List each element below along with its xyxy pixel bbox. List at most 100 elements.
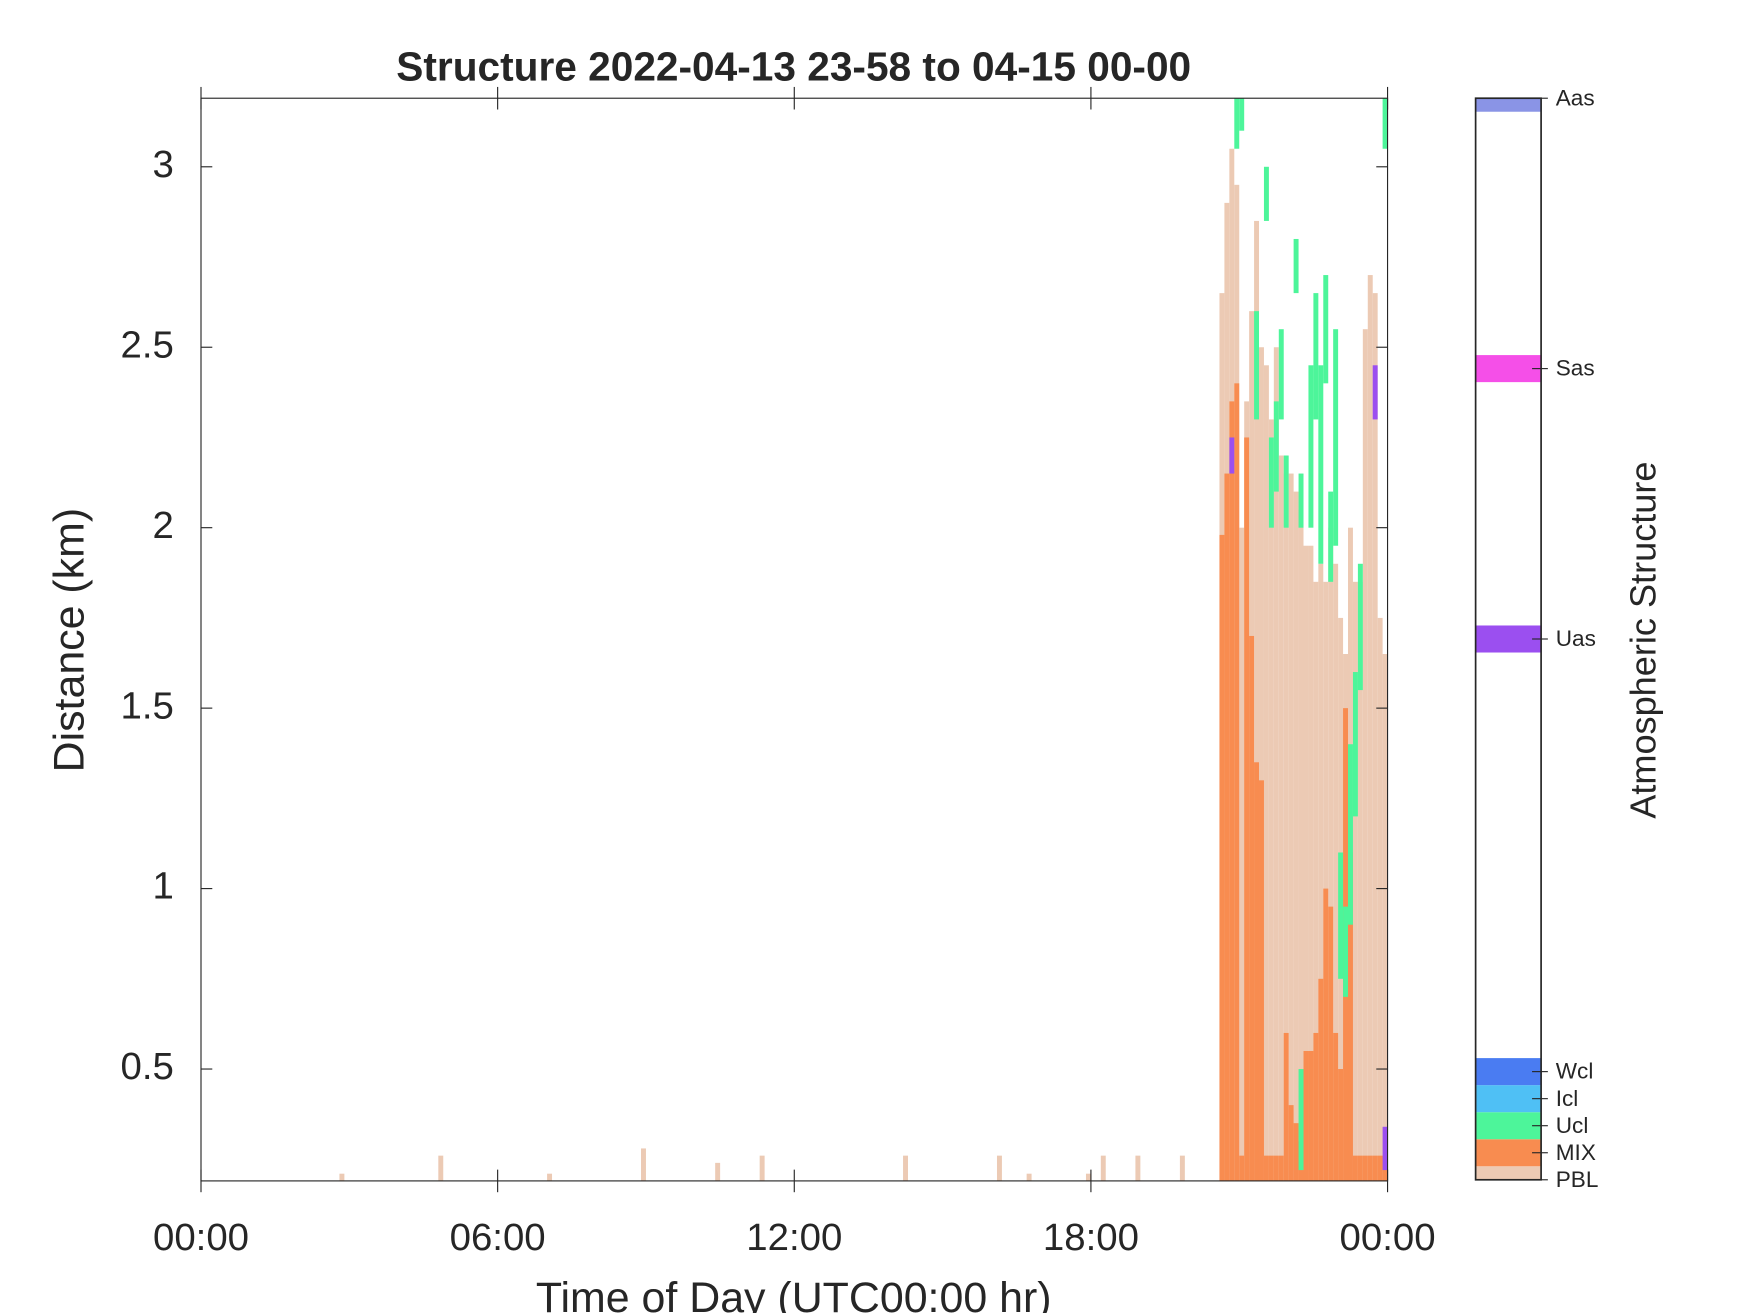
column [1313,1032,1319,1181]
x-tick-label: 00:00 [153,1216,249,1259]
column [1298,509,1304,1181]
column [1268,419,1274,1181]
colorbar-tick-label: Ucl [1556,1113,1589,1138]
colorbar-band [1475,1139,1542,1167]
column [1283,473,1289,1181]
column [1288,1105,1294,1181]
segment [1372,365,1378,420]
segment [1278,329,1284,420]
column [1254,220,1260,1181]
column [1318,563,1324,1181]
column [1318,978,1324,1181]
column [1323,581,1329,1181]
column [1293,491,1299,1181]
segment [1254,311,1260,420]
colorbar-box [1474,97,1542,1181]
column [1377,1155,1383,1181]
segment [1273,401,1279,492]
column [1352,1155,1358,1181]
colorbar-band [1475,98,1542,112]
x-tick-label: 18:00 [1043,1216,1139,1259]
segment [1338,852,1344,979]
colorbar-band [1475,1166,1542,1180]
column [1283,1032,1289,1181]
colorbar-band [1475,1112,1542,1140]
column [1254,762,1260,1181]
column [1328,527,1334,1181]
column [1367,275,1373,1181]
column [1273,347,1279,1181]
y-tick-label: 3 [153,143,174,186]
column [1085,1173,1091,1181]
segment [1343,906,1349,997]
column [1268,1155,1274,1181]
column [1234,383,1240,1181]
column [1273,1155,1279,1181]
chart-title: Structure 2022-04-13 23-58 to 04-15 00-0… [396,44,1191,90]
segment [1348,744,1353,925]
segment [1333,329,1339,546]
column [1239,527,1245,1181]
colorbar-tick-label: Wcl [1556,1059,1594,1084]
column [1377,617,1383,1181]
column [1333,563,1339,1181]
x-tick-label: 06:00 [450,1216,546,1259]
x-tick-label: 00:00 [1340,1216,1436,1259]
segment [1382,1126,1388,1171]
column [1357,581,1363,1181]
segment [1293,238,1299,294]
colorbar-band [1475,1085,1542,1113]
y-axis-label: Distance (km) [46,508,94,773]
segment [1357,563,1363,691]
segment [1352,672,1358,817]
column [1352,581,1358,1181]
column [1372,1155,1378,1181]
colorbar-tick-label: Uas [1556,626,1596,651]
segment [1268,437,1274,528]
column [1219,534,1225,1181]
segment [1298,473,1304,528]
colorbar-band [1475,625,1542,653]
column [1333,1032,1339,1181]
column [1328,906,1334,1181]
column [1229,401,1235,1181]
column [438,1155,444,1181]
colorbar-tick-label: MIX [1556,1140,1596,1165]
colorbar-tick-label: Sas [1556,356,1595,381]
column [1367,1155,1373,1181]
column [1303,1050,1309,1181]
column [1135,1155,1141,1181]
column [996,1155,1002,1181]
segment [1239,98,1245,131]
column [1372,293,1378,1181]
column [547,1173,553,1181]
column [903,1155,908,1181]
column [1362,329,1368,1181]
column [1259,347,1264,1181]
colorbar-band [1475,355,1542,383]
segment [1308,365,1314,528]
segment [1318,365,1324,564]
column [1224,473,1230,1181]
column [1249,635,1255,1181]
column [1338,1069,1344,1181]
colorbar-tick-label: Aas [1556,85,1595,110]
column [1303,545,1309,1181]
segment [1298,1069,1304,1171]
x-axis-label: Time of Day (UTC00:00 hr) [536,1274,1052,1313]
colorbar-tick-label: PBL [1556,1167,1599,1192]
segment [1263,166,1269,221]
x-tick-label: 12:00 [746,1216,842,1259]
column [1239,1155,1245,1181]
segment [1328,491,1334,582]
y-tick-label: 2.5 [121,323,174,366]
segment [1283,455,1289,528]
column [1348,852,1353,1181]
column [1278,455,1284,1181]
column [1313,581,1319,1181]
y-tick-label: 0.5 [121,1045,174,1088]
column [1308,545,1314,1181]
